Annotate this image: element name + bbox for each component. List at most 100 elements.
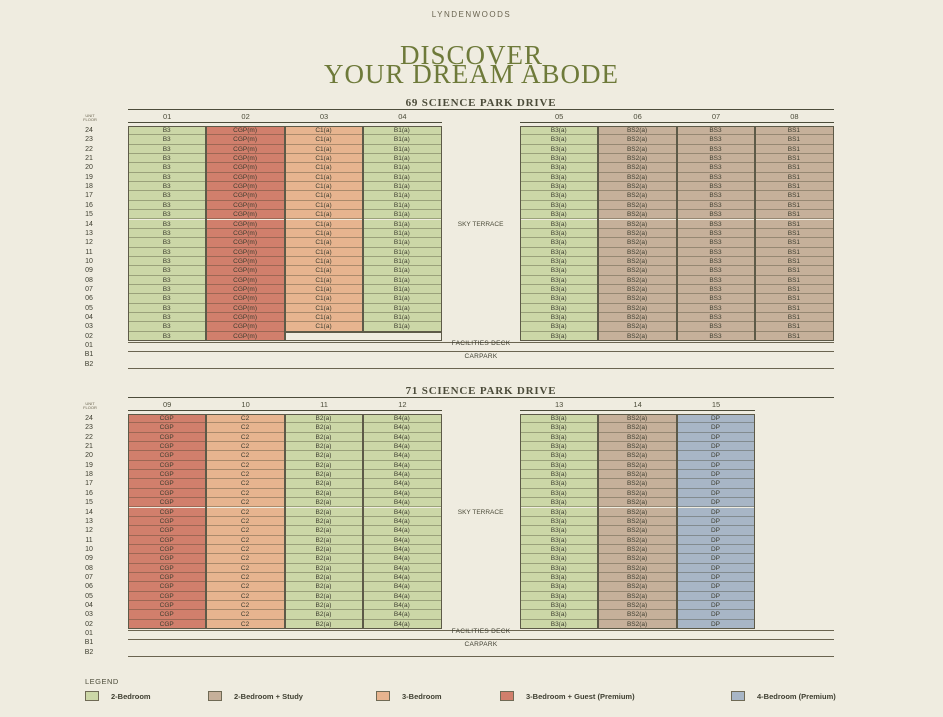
unit-cell: B4(a) xyxy=(363,423,442,433)
unit-cell: BS3 xyxy=(676,228,756,239)
unit-cell: DP xyxy=(676,479,756,489)
unit-cell: B3(a) xyxy=(520,544,599,555)
block-title: 71 SCIENCE PARK DRIVE xyxy=(405,385,557,397)
unit-cell: BS2(a) xyxy=(598,535,677,545)
unit-cell: B3 xyxy=(128,294,207,304)
unit-cell: C1(a) xyxy=(284,200,364,211)
unit-cell: CGP(m) xyxy=(206,247,285,257)
unit-cell: BS3 xyxy=(676,275,756,285)
unit-cell: C2 xyxy=(206,516,285,527)
floor-label: 13 xyxy=(85,229,93,237)
unit-cell: B1(a) xyxy=(363,266,442,276)
unit-cell: DP xyxy=(676,544,756,555)
unit-cell: B2(a) xyxy=(284,572,364,583)
unit-cell: B3(a) xyxy=(520,172,599,183)
unit-cell: B3(a) xyxy=(520,322,599,332)
unit-column-rule xyxy=(520,122,599,123)
unit-cell: BS2(a) xyxy=(598,554,677,564)
unit-cell: CGP xyxy=(128,507,207,517)
unit-column-rule xyxy=(206,410,285,411)
unit-cell: BS1 xyxy=(755,238,834,248)
unit-cell: B4(a) xyxy=(363,516,442,527)
unit-cell: BS1 xyxy=(755,256,834,267)
unit-cell: C2 xyxy=(206,544,285,555)
unit-cell: CGP(m) xyxy=(206,135,285,145)
unit-cell: B3(a) xyxy=(520,200,599,211)
unit-cell: B3(a) xyxy=(520,563,599,573)
unit-column-rule xyxy=(284,410,364,411)
unit-cell: B4(a) xyxy=(363,488,442,499)
unit-cell: BS2(a) xyxy=(598,284,677,295)
unit-cell: BS3 xyxy=(676,172,756,183)
unit-cell: C1(a) xyxy=(284,313,364,323)
unit-cell: CGP(m) xyxy=(206,210,285,220)
unit-cell: BS1 xyxy=(755,266,834,276)
unit-cell: C2 xyxy=(206,535,285,545)
unit-cell: BS1 xyxy=(755,247,834,257)
unit-cell: CGP(m) xyxy=(206,200,285,211)
unit-cell: CGP(m) xyxy=(206,228,285,239)
unit-cell: B1(a) xyxy=(363,135,442,145)
unit-cell: B4(a) xyxy=(363,582,442,592)
unit-cell: B3 xyxy=(128,284,207,295)
unit-cell: B3(a) xyxy=(520,294,599,304)
unit-column-header: 15 xyxy=(711,400,721,409)
floor-label: 07 xyxy=(85,573,93,581)
unit-cell: B3(a) xyxy=(520,488,599,499)
unit-cell: DP xyxy=(676,470,756,480)
unit-cell: BS1 xyxy=(755,126,834,136)
floor-label: 11 xyxy=(85,248,93,256)
unit-cell: BS3 xyxy=(676,284,756,295)
unit-cell: C1(a) xyxy=(284,154,364,164)
unit-cell: DP xyxy=(676,423,756,433)
block-title-rule xyxy=(128,109,834,110)
unit-cell: B3(a) xyxy=(520,414,599,424)
facilities-deck-rule-bottom xyxy=(128,639,834,641)
unit-cell: CGP(m) xyxy=(206,256,285,267)
unit-cell: B3(a) xyxy=(520,303,599,313)
facilities-deck-label: FACILITIES DECK xyxy=(451,340,511,348)
unit-cell: BS2(a) xyxy=(598,163,677,173)
unit-cell: BS2(a) xyxy=(598,275,677,285)
unit-cell: B1(a) xyxy=(363,313,442,323)
unit-cell: C1(a) xyxy=(284,172,364,183)
unit-floor-header: UNIT FLOOR xyxy=(83,113,97,122)
unit-cell: C2 xyxy=(206,470,285,480)
legend-item: 2-Bedroom xyxy=(85,690,151,702)
unit-cell: BS2(a) xyxy=(598,563,677,573)
legend-swatch xyxy=(731,691,745,701)
unit-cell: BS2(a) xyxy=(598,460,677,471)
unit-cell: CGP(m) xyxy=(206,284,285,295)
unit-cell: CGP(m) xyxy=(206,219,285,229)
unit-cell: C2 xyxy=(206,563,285,573)
unit-cell: CGP xyxy=(128,601,207,611)
unit-cell: B3(a) xyxy=(520,247,599,257)
floor-label: 21 xyxy=(85,155,93,163)
unit-cell: B4(a) xyxy=(363,601,442,611)
unit-cell: B2(a) xyxy=(284,442,364,452)
unit-cell: B3(a) xyxy=(520,591,599,601)
unit-cell: B3 xyxy=(128,256,207,267)
unit-column-header: 06 xyxy=(633,112,642,121)
unit-cell: B3 xyxy=(128,182,207,192)
unit-column-header: 04 xyxy=(398,112,407,121)
unit-cell: BS1 xyxy=(755,182,834,192)
unit-cell: B4(a) xyxy=(363,526,442,536)
unit-column-header: 01 xyxy=(163,112,172,121)
unit-cell: BS3 xyxy=(676,303,756,313)
unit-cell: B3(a) xyxy=(520,163,599,173)
unit-cell: CGP(m) xyxy=(206,322,285,332)
unit-cell: CGP xyxy=(128,432,207,443)
unit-cell: BS2(a) xyxy=(598,526,677,536)
unit-cell: BS2(a) xyxy=(598,247,677,257)
unit-cell: CGP(m) xyxy=(206,154,285,164)
unit-cell: CGP xyxy=(128,526,207,536)
unit-cell: B2(a) xyxy=(284,526,364,536)
unit-cell: C1(a) xyxy=(284,135,364,145)
unit-cell: CGP xyxy=(128,544,207,555)
unit-cell: B1(a) xyxy=(363,238,442,248)
unit-cell: B2(a) xyxy=(284,582,364,592)
unit-cell: BS3 xyxy=(676,191,756,201)
unit-cell: B3(a) xyxy=(520,582,599,592)
unit-cell: C1(a) xyxy=(284,294,364,304)
